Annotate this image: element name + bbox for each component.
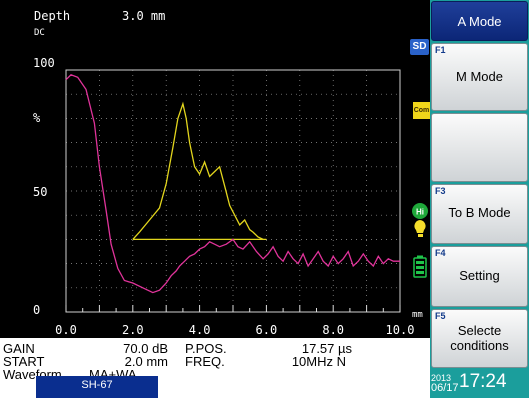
setting-button[interactable]: F4 Setting: [431, 246, 528, 307]
ppos-value: 17.57 µs: [301, 341, 352, 356]
f5-key-label: F5: [435, 311, 446, 321]
y-axis-label: 100: [33, 56, 55, 70]
date-text: 06/17: [431, 382, 459, 394]
waveform-display: Depth 3.0 mm DC 100% 50 0 0.0 2.0 4.0 6.0 8.0 1…: [33, 9, 430, 337]
x-unit-label: mm: [412, 310, 423, 320]
start-label: START: [3, 354, 45, 369]
echo-trace: [65, 74, 400, 294]
y-axis-label: 50: [33, 185, 47, 199]
gain-label: GAIN: [3, 341, 35, 356]
probe-model-badge: SH-67: [36, 376, 158, 398]
m-mode-label: M Mode: [456, 69, 503, 84]
to-b-mode-button[interactable]: F3 To B Mode: [431, 184, 528, 244]
plot-frame: [65, 69, 401, 313]
f2-blank-button[interactable]: [431, 113, 528, 182]
year-text: 2013: [431, 373, 452, 383]
gain-value: 70.0 dB: [123, 341, 168, 356]
f4-key-label: F4: [435, 248, 446, 258]
ppos-label: P.POS.: [185, 341, 227, 356]
x-tick-label: 8.0: [322, 323, 344, 337]
a-scan-plot: 100% 50 0 0.0 2.0 4.0 6.0 8.0 10.0 mm: [33, 56, 423, 337]
y-axis-label: %: [33, 111, 41, 125]
hi-indicator-label: Hi: [416, 208, 424, 217]
select-conditions-label-1: Selecte: [457, 323, 502, 338]
start-value: 2.0 mm: [124, 354, 168, 369]
com-badge: Com: [413, 102, 430, 119]
time-text: 17:24: [459, 371, 507, 392]
freq-value: 10MHz N: [291, 354, 346, 369]
x-tick-label: 6.0: [256, 323, 278, 337]
depth-label: Depth: [34, 9, 71, 23]
dc-label: DC: [34, 28, 45, 38]
setting-label: Setting: [459, 268, 500, 283]
sd-card-badge: SD: [410, 39, 429, 55]
m-mode-button[interactable]: F1 M Mode: [431, 43, 528, 111]
function-menu: A Mode F1 M Mode F3 To B Mode F4 Setting…: [430, 0, 529, 398]
gated-echo-trace: [132, 101, 264, 240]
freq-label: FREQ.: [185, 354, 225, 369]
light-bulb-icon: [414, 220, 426, 233]
x-tick-label: 2.0: [122, 323, 144, 337]
a-mode-button[interactable]: A Mode: [431, 1, 528, 41]
x-tick-label: 0.0: [55, 323, 77, 337]
f1-key-label: F1: [435, 45, 446, 55]
depth-value: 3.0 mm: [122, 9, 166, 23]
x-axis-labels: 0.0 2.0 4.0 6.0 8.0 10.0 mm: [55, 310, 423, 337]
a-mode-label: A Mode: [457, 14, 502, 29]
hi-indicator-icon: [412, 203, 428, 219]
x-tick-label: 10.0: [386, 323, 415, 337]
select-conditions-button[interactable]: F5 Selecte conditions: [431, 309, 528, 368]
status-indicators: Hi: [412, 203, 428, 278]
plot-grid: [66, 70, 400, 312]
to-b-mode-label: To B Mode: [448, 205, 511, 220]
y-axis-labels: 100% 50 0: [33, 56, 55, 317]
select-conditions-label-2: conditions: [450, 338, 509, 353]
y-axis-label: 0: [33, 303, 40, 317]
f3-key-label: F3: [435, 186, 446, 196]
x-tick-label: 4.0: [189, 323, 211, 337]
